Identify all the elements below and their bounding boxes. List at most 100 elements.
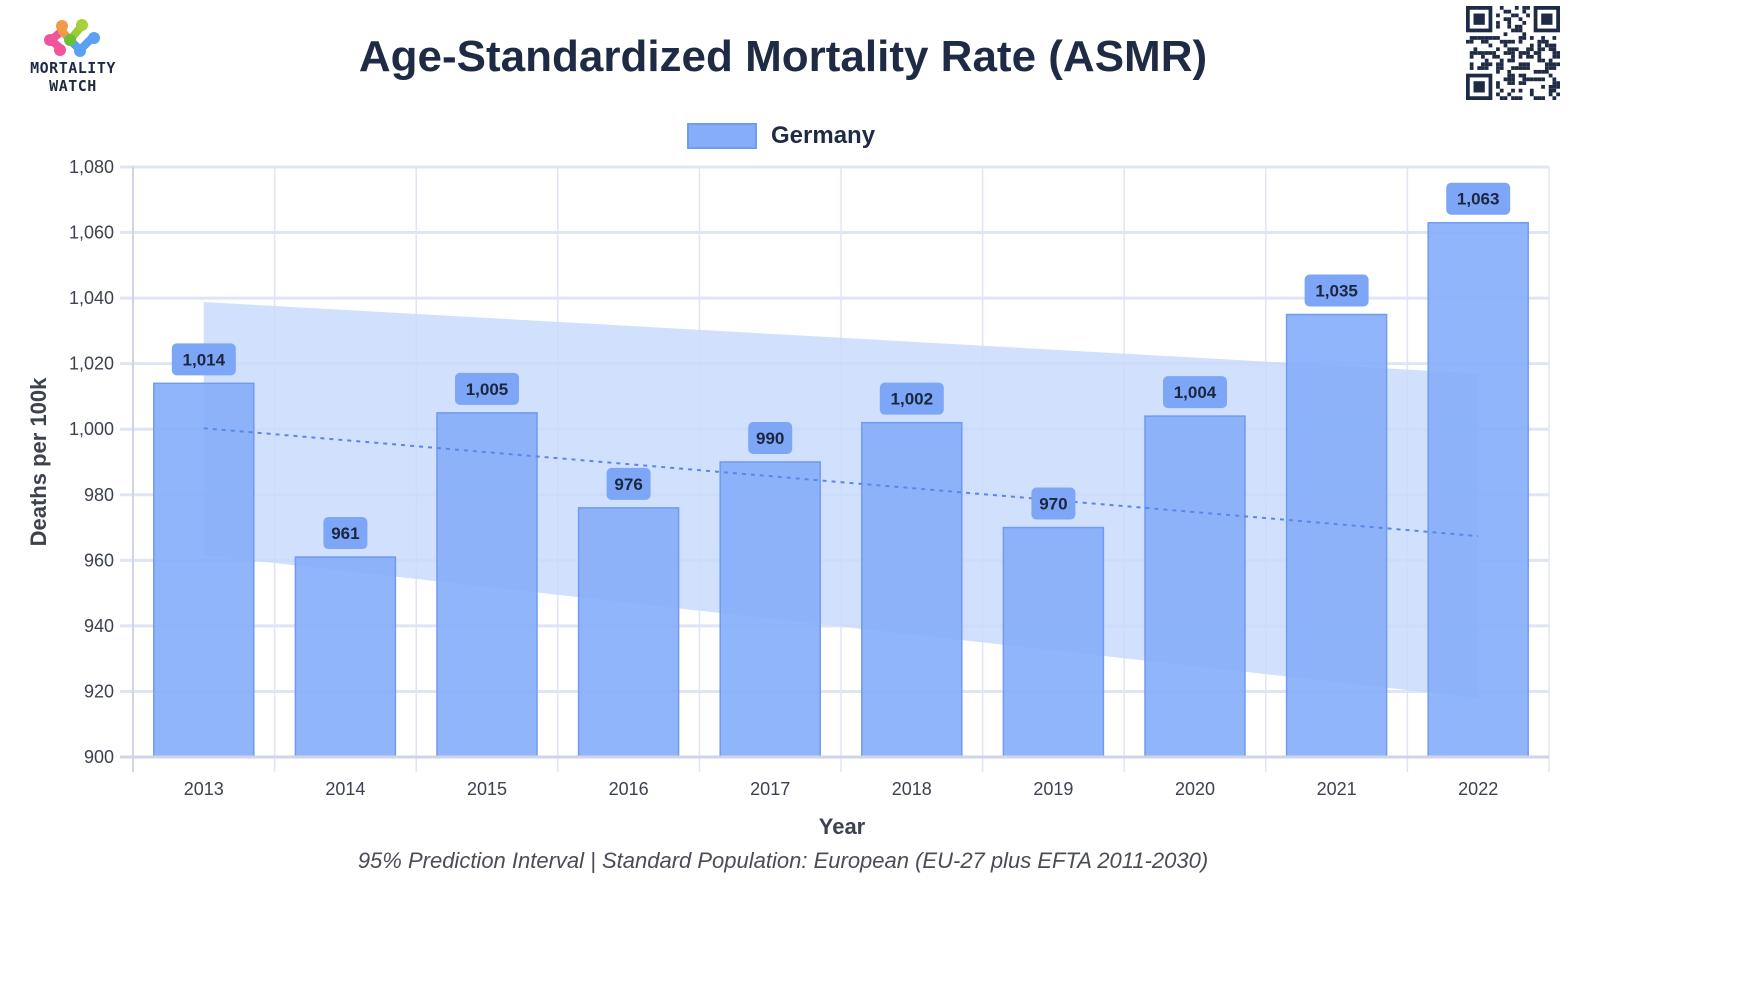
qr-module — [1507, 47, 1512, 52]
qr-module — [1511, 88, 1515, 93]
data-label-box — [1304, 274, 1369, 307]
qr-module — [1469, 36, 1474, 40]
qr-module — [1469, 66, 1474, 70]
qr-module — [1526, 51, 1530, 55]
x-tick-label: 2013 — [184, 779, 224, 799]
qr-module — [1518, 73, 1523, 78]
qr-module — [1552, 36, 1557, 40]
x-tick-label: 2018 — [892, 779, 932, 799]
y-tick-label: 1,060 — [69, 223, 114, 243]
qr-module — [1544, 43, 1549, 48]
data-label: 1,004 — [1174, 383, 1217, 402]
qr-module — [1511, 47, 1515, 52]
qr-module — [1496, 66, 1500, 70]
qr-module — [1507, 9, 1512, 14]
qr-module — [1511, 73, 1515, 78]
qr-module — [1526, 66, 1530, 70]
qr-module — [1556, 81, 1560, 85]
data-label: 1,035 — [1315, 282, 1358, 301]
qr-module — [1469, 62, 1474, 67]
bar-2019 — [1002, 526, 1105, 758]
y-axis-title: Deaths per 100k — [26, 377, 51, 547]
qr-module — [1544, 62, 1549, 67]
qr-module — [1481, 51, 1485, 55]
legend[interactable]: Germany — [687, 120, 875, 152]
baseline-trend-line — [203, 427, 1479, 538]
qr-module — [1522, 9, 1527, 14]
y-tick-label: 980 — [84, 485, 114, 505]
qr-module — [1511, 39, 1515, 44]
qr-module — [1548, 62, 1553, 67]
qr-module — [1503, 43, 1508, 48]
data-label-box — [171, 343, 236, 376]
x-tick-label: 2020 — [1175, 779, 1215, 799]
qr-module — [1492, 36, 1497, 40]
qr-module — [1503, 17, 1508, 22]
qr-module — [1514, 66, 1519, 70]
qr-module — [1507, 73, 1512, 78]
qr-module — [1518, 51, 1523, 55]
qr-module — [1481, 54, 1485, 59]
qr-module — [1544, 69, 1549, 74]
qr-module — [1522, 21, 1527, 25]
qr-module — [1507, 58, 1512, 63]
x-tick-label: 2015 — [467, 779, 507, 799]
qr-module — [1488, 62, 1493, 67]
qr-module — [1548, 73, 1553, 78]
qr-module — [1522, 51, 1527, 55]
qr-module — [1469, 51, 1474, 55]
data-label: 970 — [1039, 495, 1067, 514]
qr-module — [1522, 6, 1527, 10]
x-axis-title: Year — [819, 814, 866, 839]
qr-module — [1514, 28, 1519, 33]
qr-module — [1499, 88, 1504, 93]
qr-module — [1496, 69, 1500, 74]
qr-module — [1499, 39, 1504, 44]
qr-module — [1556, 84, 1560, 89]
qr-module — [1481, 36, 1485, 40]
qr-module — [1522, 73, 1527, 78]
data-label-box — [606, 467, 651, 500]
qr-module — [1496, 62, 1500, 67]
y-tick-label: 920 — [84, 681, 114, 701]
data-label-box — [323, 517, 368, 550]
qr-module — [1511, 58, 1515, 63]
qr-module — [1503, 39, 1508, 44]
bar-2022 — [1427, 221, 1529, 758]
qr-module — [1496, 36, 1500, 40]
qr-module — [1473, 36, 1478, 40]
qr-module — [1481, 66, 1485, 70]
qr-module — [1526, 47, 1530, 52]
qr-module — [1518, 96, 1523, 100]
y-tick-label: 1,080 — [69, 157, 114, 177]
qr-module — [1537, 69, 1542, 74]
qr-module — [1484, 62, 1489, 67]
qr-finder-core — [1473, 13, 1485, 25]
qr-module — [1488, 43, 1493, 48]
qr-module — [1556, 54, 1560, 59]
qr-module — [1522, 62, 1527, 67]
qr-module — [1481, 39, 1485, 44]
qr-module — [1529, 92, 1534, 97]
bar-2018 — [861, 421, 963, 758]
data-label: 961 — [331, 524, 359, 543]
data-label: 976 — [614, 475, 642, 494]
qr-module — [1518, 62, 1523, 67]
data-labels-layer: 1,014 961 1,005 976 990 1,002 970 1,004 1,035 1,0… — [171, 182, 1511, 550]
qr-module — [1496, 21, 1500, 25]
qr-module — [1507, 39, 1512, 44]
legend-swatch-germany — [687, 123, 757, 149]
qr-module — [1518, 81, 1523, 85]
qr-module — [1473, 51, 1478, 55]
qr-module — [1556, 62, 1560, 67]
qr-module — [1511, 81, 1515, 85]
logo-molecule-icon — [44, 19, 100, 57]
qr-module — [1496, 84, 1500, 89]
qr-module — [1552, 77, 1557, 82]
qr-module — [1529, 54, 1534, 59]
qr-module — [1529, 88, 1534, 93]
qr-module — [1541, 96, 1545, 100]
data-label-box — [879, 382, 944, 415]
qr-module — [1507, 21, 1512, 25]
qr-module — [1507, 81, 1512, 85]
